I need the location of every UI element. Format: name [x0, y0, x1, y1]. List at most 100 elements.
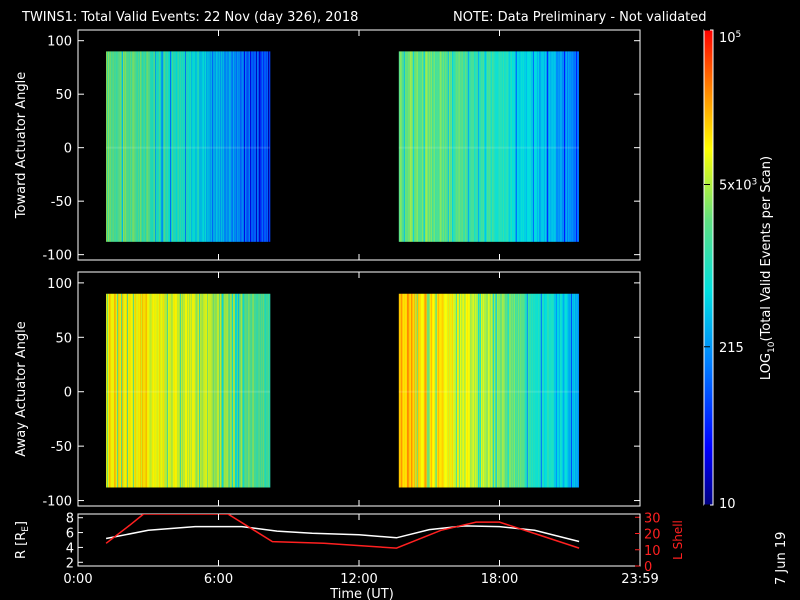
- heatmap-cell: [134, 51, 136, 242]
- heatmap-cell: [459, 51, 462, 242]
- heatmap-cell: [150, 293, 152, 488]
- heatmap-cell: [527, 51, 530, 242]
- heatmap-cell: [253, 293, 255, 488]
- heatmap-cell: [470, 293, 473, 488]
- date-stamp: 7 Jun 19: [774, 532, 789, 585]
- heatmap-cell: [492, 51, 495, 242]
- heatmap-cell: [528, 293, 531, 488]
- heatmap-cell: [214, 293, 216, 488]
- heatmap-cell: [232, 293, 234, 488]
- heatmap-cell: [498, 293, 501, 488]
- heatmap-cell: [534, 51, 537, 242]
- heatmap-cell: [553, 293, 556, 488]
- y-tick-label: 100: [47, 277, 72, 292]
- heatmap-cell: [246, 293, 248, 488]
- heatmap-cell: [562, 293, 565, 488]
- heatmap-cell: [260, 293, 262, 488]
- heatmap-cell: [435, 293, 438, 488]
- heatmap-cell: [487, 51, 490, 242]
- heatmap-cell: [486, 51, 489, 242]
- heatmap-cell: [427, 51, 430, 242]
- heatmap-cell: [216, 293, 218, 488]
- heatmap-cell: [564, 293, 567, 488]
- heatmap-cell: [219, 293, 221, 488]
- heatmap-cell: [484, 293, 487, 488]
- heatmap-cell: [523, 51, 526, 242]
- heatmap-cell: [176, 51, 178, 242]
- heatmap-cell: [108, 293, 110, 488]
- heatmap-cell: [179, 293, 181, 488]
- heatmap-cell: [512, 51, 515, 242]
- heatmap-cell: [228, 51, 230, 242]
- heatmap-cell: [464, 51, 467, 242]
- heatmap-cell: [218, 51, 220, 242]
- heatmap-cell: [480, 293, 483, 488]
- chart-note: NOTE: Data Preliminary - Not validated: [453, 10, 707, 25]
- heatmap-cell: [497, 293, 500, 488]
- heatmap-cell: [266, 51, 268, 242]
- heatmap-cell: [415, 293, 418, 488]
- heatmap-cell: [177, 293, 179, 488]
- heatmap-cell: [524, 293, 527, 488]
- heatmap-cell: [456, 293, 459, 488]
- heatmap-cell: [543, 51, 546, 242]
- heatmap-cell: [183, 293, 185, 488]
- heatmap-cell: [171, 51, 173, 242]
- heatmap-cell: [504, 293, 507, 488]
- heatmap-cell: [402, 293, 405, 488]
- heatmap-cell: [457, 51, 460, 242]
- heatmap-cell: [110, 293, 112, 488]
- heatmap-cell: [169, 51, 171, 242]
- heatmap-cell: [520, 51, 523, 242]
- heatmap-cell: [461, 51, 464, 242]
- heatmap-cell: [116, 293, 118, 488]
- heatmap-cell: [268, 51, 270, 242]
- heatmap-cell: [192, 293, 194, 488]
- heatmap-cell: [210, 293, 212, 488]
- heatmap-cell: [225, 51, 227, 242]
- heatmap-cell: [568, 51, 571, 242]
- heatmap-cell: [570, 293, 573, 488]
- heatmap-segment: [106, 51, 271, 242]
- heatmap-cell: [154, 293, 156, 488]
- heatmap-cell: [409, 51, 412, 242]
- heatmap-cell: [554, 51, 557, 242]
- heatmap-cell: [260, 51, 262, 242]
- heatmap-cell: [486, 293, 489, 488]
- heatmap-cell: [196, 51, 198, 242]
- heatmap-cell: [184, 293, 186, 488]
- heatmap-cell: [483, 293, 486, 488]
- heatmap-cell: [434, 51, 437, 242]
- heatmap-cell: [165, 293, 167, 488]
- heatmap-cell: [495, 51, 498, 242]
- heatmap-cell: [127, 293, 129, 488]
- heatmap-cell: [203, 51, 205, 242]
- heatmap-cell: [499, 51, 502, 242]
- heatmap-cell: [130, 51, 132, 242]
- heatmap-cell: [233, 293, 235, 488]
- heatmap-cell: [113, 51, 115, 242]
- heatmap-cell: [140, 51, 142, 242]
- heatmap-cell: [231, 51, 233, 242]
- heatmap-cell: [232, 51, 234, 242]
- heatmap-cell: [190, 51, 192, 242]
- heatmap-cell: [577, 293, 580, 488]
- heatmap-cell: [536, 293, 539, 488]
- heatmap-cell: [503, 293, 506, 488]
- heatmap-cell: [250, 51, 252, 242]
- heatmap-cell: [546, 51, 549, 242]
- heatmap-cell: [249, 51, 251, 242]
- heatmap-cell: [443, 51, 446, 242]
- y-tick-label: -50: [51, 195, 72, 210]
- heatmap-cell: [500, 51, 503, 242]
- y-tick-label: 100: [47, 35, 72, 50]
- heatmap-cell: [148, 293, 150, 488]
- heatmap-cell: [259, 51, 261, 242]
- heatmap-cell: [168, 293, 170, 488]
- heatmap-cell: [106, 293, 108, 488]
- heatmap-cell: [469, 51, 472, 242]
- heatmap-cell: [553, 51, 556, 242]
- heatmap-cell: [423, 51, 426, 242]
- heatmap-cell: [554, 293, 557, 488]
- heatmap-cell: [145, 293, 147, 488]
